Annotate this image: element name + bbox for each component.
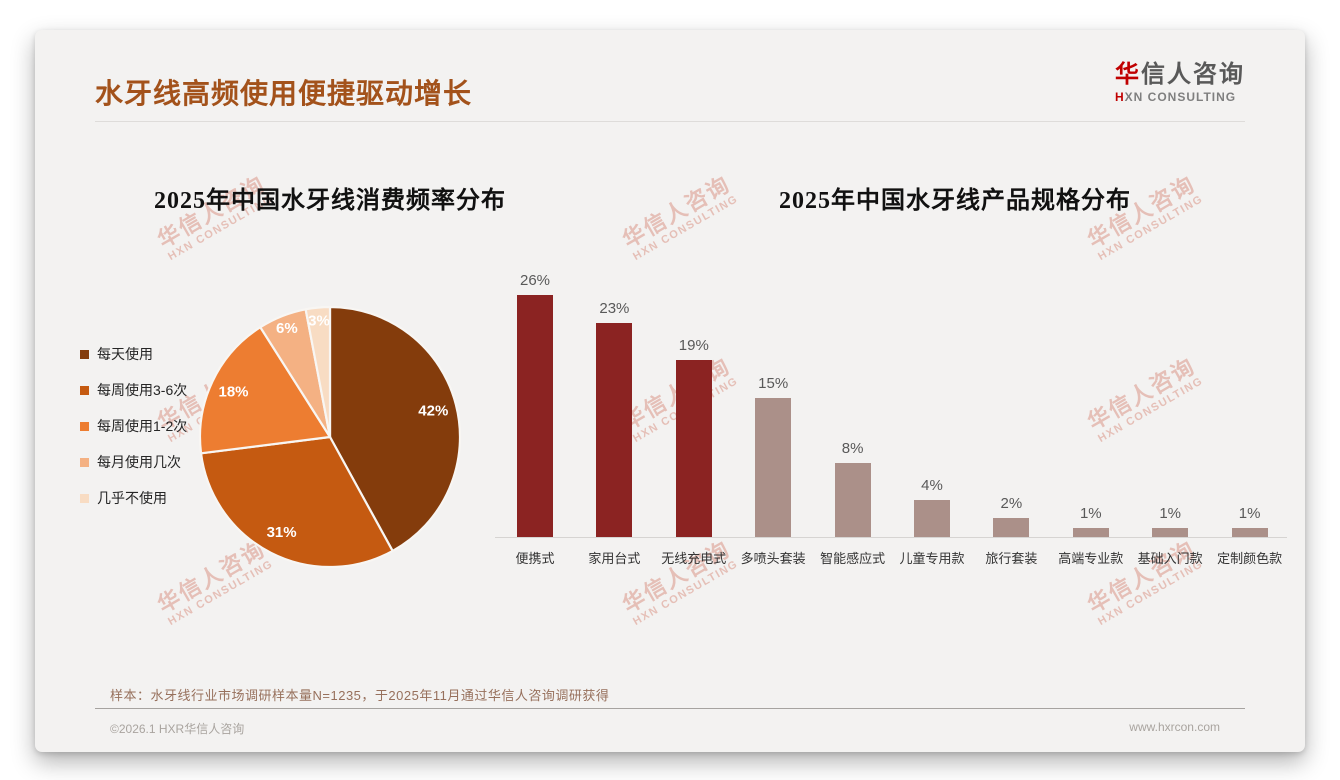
bar-4 [834,462,871,537]
pie-chart: 42% 31% 18% 6% 3% [198,305,462,569]
bar-category-label-4: 智能感应式 [820,551,886,566]
pie-legend: 每天使用每周使用3-6次 每周使用1-2次 每月使用几次 几乎不使用 [80,345,240,525]
legend-swatch [80,385,89,395]
bar-1 [596,323,633,537]
copyright-text: ©2026.1 HXR华信人咨询 [110,722,245,736]
legend-label: 每周使用3-6次 [97,382,188,398]
bar-0 [517,295,553,537]
legend-swatch [80,493,89,503]
bar-value-label-1: 23% [599,300,630,318]
legend-label: 每天使用 [97,346,153,362]
pie-data-label-2: 18% [218,384,248,401]
bar-value-label-3: 15% [758,374,789,392]
bar-value-label-6: 2% [1000,495,1023,513]
bar-value-label-9: 1% [1238,504,1261,522]
bar-2 [675,360,712,537]
bar-category-label-5: 儿童专用款 [899,551,965,566]
bar-category-label-9: 定制颜色款 [1217,551,1283,566]
legend-item-1: 每周使用3-6次 [80,381,240,399]
legend-item-0: 每天使用 [80,345,240,363]
pie-slice-4 [304,305,332,439]
legend-item-3: 每月使用几次 [80,453,240,471]
logo-sub-text: HXN CONSULTING [1115,90,1237,104]
bar-9 [1231,527,1268,537]
pie-data-label-0: 42% [418,403,448,420]
bar-category-label-8: 基础入门款 [1137,551,1203,566]
pie-slice-0 [328,305,462,553]
pie-slice-2 [198,326,332,455]
bar-category-label-7: 高端专业款 [1058,551,1124,566]
pie-slice-1 [199,435,394,569]
pie-chart-title: 2025年中国水牙线消费频率分布 [154,188,506,214]
legend-item-4: 几乎不使用 [80,489,240,507]
footer-divider [95,708,1245,709]
slide-card: 华信人咨询 HXN CONSULTING 华信人咨询 HXN CONSULTING 华信… [35,30,1305,752]
legend-label: 每月使用几次 [97,454,181,470]
bar-8 [1152,527,1189,537]
website-url: www.hxrcon.com [1129,720,1220,734]
bar-7 [1072,527,1109,537]
header-divider [95,121,1245,122]
pie-data-label-3: 6% [276,320,298,337]
legend-swatch [80,457,89,467]
legend-label: 几乎不使用 [97,490,167,506]
bar-value-label-2: 19% [678,337,709,355]
pie-data-label-4: 3% [308,313,330,330]
legend-label: 每周使用1-2次 [97,418,188,434]
bar-chart-axis [495,537,1287,538]
bar-3 [755,397,792,537]
bar-chart-title: 2025年中国水牙线产品规格分布 [779,188,1131,214]
bar-value-label-8: 1% [1159,504,1182,522]
bar-value-label-0: 26% [519,272,551,290]
bar-value-label-5: 4% [921,476,943,494]
pie-data-label-1: 31% [267,524,297,541]
bar-category-label-1: 家用台式 [588,551,641,566]
legend-swatch [80,349,89,359]
company-logo: 华信人咨询 HXN CONSULTING [1115,60,1245,104]
legend-item-2: 每周使用1-2次 [80,417,240,435]
bar-6 [993,518,1030,537]
logo-brand-text: 华信人咨询 [1115,61,1245,88]
bar-value-label-7: 1% [1079,504,1102,522]
bar-category-label-3: 多喷头套装 [740,551,806,566]
bar-category-label-0: 便携式 [515,551,555,566]
legend-swatch [80,421,89,431]
bar-5 [914,499,950,537]
sample-footnote: 样本：水牙线行业市场调研样本量N=1235，于2025年11月通过华信人咨询调研… [110,688,610,703]
bar-chart: 26% 便携式 23% 家用台式 19% 无线充电式 15% 多喷头套装 8% 智能感应式 4% 儿童… [495,260,1287,566]
page-title: 水牙线高频使用便捷驱动增长 [95,78,473,109]
bar-value-label-4: 8% [841,439,864,457]
bar-category-label-2: 无线充电式 [661,551,727,566]
bar-category-label-6: 旅行套装 [985,551,1038,566]
